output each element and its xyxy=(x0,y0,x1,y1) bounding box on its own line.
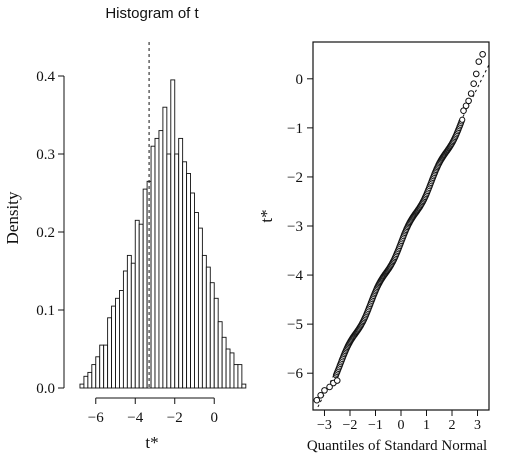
histogram-bar xyxy=(87,371,93,389)
histogram-bar xyxy=(158,130,164,389)
qq-x-tick-label: −3 xyxy=(317,418,332,433)
histogram-bar xyxy=(201,254,207,389)
histogram-y-tick-label: 0.3 xyxy=(36,147,55,163)
histogram-bar xyxy=(194,212,199,389)
qq-y-tick-label: −5 xyxy=(287,317,303,333)
histogram-bar xyxy=(178,137,184,389)
histogram-bar xyxy=(79,383,85,389)
qq-point xyxy=(317,391,324,399)
histogram-x-tick-label: −2 xyxy=(167,410,183,426)
histogram-bar xyxy=(111,305,116,389)
qq-point xyxy=(472,70,480,78)
histogram-bar xyxy=(241,383,247,389)
histogram-bar xyxy=(83,375,89,389)
histogram-bar xyxy=(174,153,180,389)
histogram-bar xyxy=(190,192,195,389)
histogram-panel: Histogram of t Density t* −6 −4 −2 0 0.0 0.1 0… xyxy=(3,5,247,452)
histogram-bar xyxy=(154,137,160,389)
histogram-bar xyxy=(162,106,168,389)
histogram-y-tick-label: 0.1 xyxy=(36,303,55,319)
qq-x-tick-label: 3 xyxy=(474,418,481,433)
qq-x-tick-label: 1 xyxy=(423,418,430,433)
histogram-y-tick-label: 0.0 xyxy=(36,381,55,397)
qq-point xyxy=(460,107,467,114)
qq-point xyxy=(313,396,321,404)
qq-y-tick-label: −4 xyxy=(287,268,303,284)
qq-y-tick-label: −3 xyxy=(287,219,303,235)
qq-point xyxy=(465,97,472,105)
histogram-bar xyxy=(99,344,105,389)
qq-point xyxy=(459,116,466,123)
histogram-title: Histogram of t xyxy=(105,5,199,22)
histogram-bar xyxy=(130,262,136,389)
histogram-bar xyxy=(233,364,239,389)
histogram-bar xyxy=(107,317,113,389)
histogram-x-tick-label: 0 xyxy=(210,410,218,426)
qq-y-tick-label: −2 xyxy=(287,170,303,186)
qq-y-tick-label: 0 xyxy=(296,72,304,88)
histogram-bar xyxy=(150,145,156,389)
histogram-bar xyxy=(126,254,132,389)
histogram-bar xyxy=(91,364,97,389)
histogram-bar xyxy=(166,153,172,389)
histogram-bar xyxy=(213,297,219,389)
histogram-y-tick-label: 0.4 xyxy=(36,69,55,85)
histogram-bar xyxy=(182,161,188,389)
histogram-x-tick-label: −6 xyxy=(88,410,104,426)
histogram-bar xyxy=(225,348,231,389)
qq-y-tick-label: −1 xyxy=(287,121,303,137)
histogram-bar xyxy=(115,297,120,389)
qq-y-axis-label: t* xyxy=(257,209,276,222)
histogram-bar xyxy=(197,227,203,389)
histogram-bar xyxy=(170,79,176,389)
histogram-bar xyxy=(134,219,140,389)
qq-point xyxy=(326,383,333,391)
qq-y-tick-label: −6 xyxy=(287,366,303,382)
histogram-bar xyxy=(142,188,148,389)
qq-x-tick-label: −1 xyxy=(368,418,383,433)
histogram-bar xyxy=(205,266,211,389)
histogram-bar xyxy=(119,290,124,389)
histogram-bar xyxy=(209,282,215,389)
histogram-y-axis-label: Density xyxy=(3,191,22,244)
histogram-bar xyxy=(221,336,227,389)
histogram-bar xyxy=(103,344,109,389)
qq-x-tick-label: 2 xyxy=(449,418,456,433)
histogram-bar xyxy=(229,352,235,389)
qq-point xyxy=(475,58,483,65)
histogram-bar xyxy=(95,356,101,389)
histogram-y-tick-label: 0.2 xyxy=(36,225,55,241)
qq-plot-box xyxy=(312,41,490,411)
qq-point xyxy=(321,387,328,394)
qq-point xyxy=(467,90,475,97)
qq-x-tick-label: 0 xyxy=(398,418,405,433)
qq-point xyxy=(470,80,477,88)
histogram-bar xyxy=(122,270,128,389)
qq-point xyxy=(462,102,470,110)
qq-x-tick-label: −2 xyxy=(343,418,358,433)
histogram-x-tick-label: −4 xyxy=(127,410,143,426)
qq-x-axis-label: Quantiles of Standard Normal xyxy=(307,438,487,454)
histogram-x-axis-label: t* xyxy=(145,433,158,452)
histogram-bar xyxy=(217,321,223,389)
histogram-bar xyxy=(186,173,191,389)
histogram-bar xyxy=(138,223,144,389)
histogram-bar xyxy=(237,364,243,389)
qq-point xyxy=(333,377,341,384)
qq-point xyxy=(479,50,486,58)
qq-plot-panel: t* Quantiles of Standard Normal −3 −2 −1 0 1… xyxy=(257,41,490,454)
